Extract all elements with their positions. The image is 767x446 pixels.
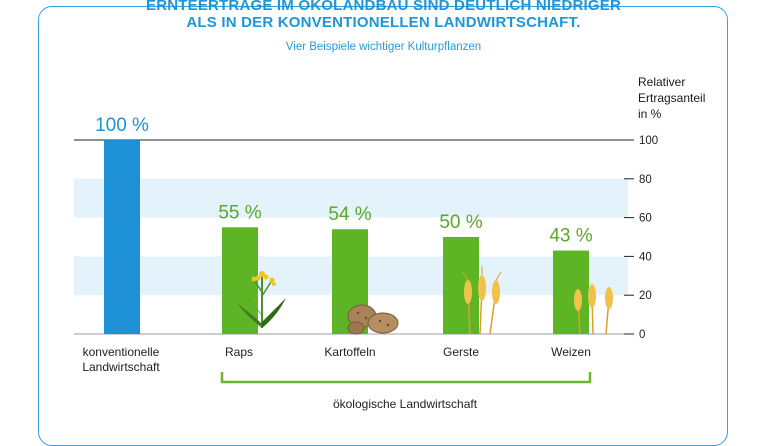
y-tick-label-5: 100 bbox=[639, 135, 658, 147]
bar-4 bbox=[553, 250, 589, 334]
y-tick-label-1: 20 bbox=[639, 290, 652, 302]
value-label-1: 55 % bbox=[218, 202, 261, 223]
potatoes-icon bbox=[347, 304, 399, 335]
category-label-raps: Raps bbox=[224, 345, 253, 359]
chart-title-line-2: ALS IN DER KONVENTIONELLEN LANDWIRTSCHAF… bbox=[186, 14, 581, 31]
bar-3 bbox=[443, 237, 479, 334]
gerste-ears-icon bbox=[462, 266, 502, 335]
shaded-band-1 bbox=[74, 178, 628, 218]
category-label-konventionell: konventionelle Landwirtschaft bbox=[66, 345, 176, 375]
y-tick-label-3: 60 bbox=[639, 213, 652, 225]
category-label-weizen: Weizen bbox=[551, 345, 591, 359]
bar-chart: 100 % 55 % 54 % 50 % 43 % 0 20 40 60 80 100 bbox=[74, 115, 658, 384]
y-axis-label-line-1: Relativer bbox=[638, 75, 686, 89]
y-tick-label-2: 40 bbox=[639, 251, 652, 263]
value-label-4: 43 % bbox=[549, 226, 592, 247]
chart-title-line-1: ERNTEERTRÄGE IM ÖKOLANDBAU SIND DEUTLICH… bbox=[145, 0, 621, 14]
y-axis-label-line-2: Ertragsanteil bbox=[638, 91, 706, 105]
bar-0 bbox=[104, 140, 140, 334]
category-label-konventionell-line-1: konventionelle bbox=[82, 345, 160, 359]
y-tick-label-0: 0 bbox=[639, 329, 645, 341]
group-label-organic: ökologische Landwirtschaft bbox=[332, 397, 478, 411]
raps-plant-icon bbox=[236, 271, 286, 328]
value-label-3: 50 % bbox=[439, 212, 482, 233]
value-label-0: 100 % bbox=[95, 115, 149, 136]
category-label-konventionell-line-2: Landwirtschaft bbox=[82, 360, 160, 374]
category-label-kartoffeln: Kartoffeln bbox=[324, 345, 376, 359]
y-axis-label-line-3: in % bbox=[638, 107, 662, 121]
weizen-ears-icon bbox=[574, 284, 613, 335]
y-axis-label: Relativer Ertragsanteil in % bbox=[638, 74, 748, 122]
category-label-gerste: Gerste bbox=[442, 345, 479, 359]
chart-subtitle: Vier Beispiele wichtiger Kulturpflanzen bbox=[285, 41, 482, 53]
y-tick-label-4: 80 bbox=[639, 174, 652, 186]
organic-group-bracket bbox=[220, 372, 592, 384]
value-label-2: 54 % bbox=[328, 204, 371, 225]
